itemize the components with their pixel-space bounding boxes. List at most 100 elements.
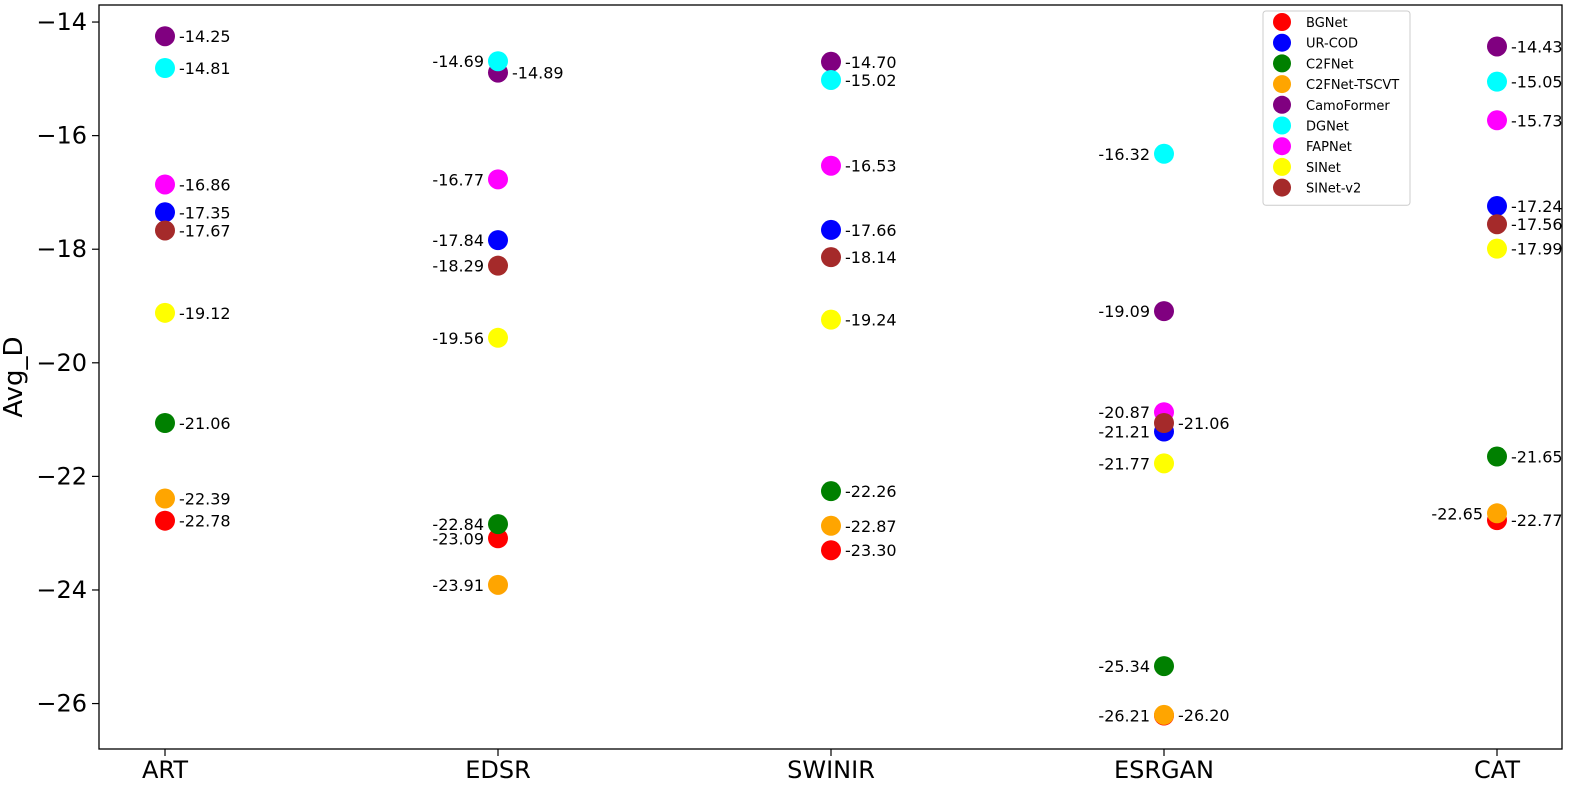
data-label: -14.25 <box>179 27 231 46</box>
x-tick-label: ESRGAN <box>1114 756 1214 784</box>
data-label: -16.86 <box>179 175 231 194</box>
y-tick-label: −18 <box>36 235 87 263</box>
legend: BGNet UR-COD C2FNet C2FNet-TSCVT CamoFormer D… <box>1262 10 1411 206</box>
data-label: -14.69 <box>432 52 484 71</box>
legend-marker <box>1273 137 1291 156</box>
data-point <box>821 481 841 502</box>
data-point <box>1154 413 1174 434</box>
data-label: -21.21 <box>1098 423 1150 442</box>
legend-marker <box>1273 54 1291 73</box>
data-label: -17.66 <box>845 221 897 240</box>
data-label: -21.77 <box>1098 454 1150 473</box>
data-point <box>821 515 841 536</box>
data-label: -17.24 <box>1511 197 1563 216</box>
legend-marker <box>1273 95 1291 114</box>
data-label: -14.43 <box>1511 37 1563 56</box>
data-point <box>1487 36 1507 57</box>
data-point <box>821 247 841 268</box>
legend-box <box>1262 10 1411 206</box>
data-point <box>488 528 508 549</box>
y-tick-label: −24 <box>36 576 87 604</box>
data-label: -21.65 <box>1511 448 1563 467</box>
data-label: -19.56 <box>432 329 484 348</box>
data-label: -23.91 <box>432 576 484 595</box>
data-label: -14.89 <box>512 64 564 83</box>
data-label: -17.56 <box>1511 215 1563 234</box>
data-point <box>821 155 841 176</box>
data-label: -16.77 <box>432 170 484 189</box>
data-point <box>155 413 175 434</box>
data-label: -18.29 <box>432 257 484 276</box>
data-point <box>821 51 841 72</box>
data-label: -21.06 <box>179 414 231 433</box>
x-tick-label: SWINIR <box>787 756 875 784</box>
y-axis-label: Avg_D <box>0 336 29 417</box>
data-label: -22.26 <box>845 482 897 501</box>
data-point <box>155 302 175 323</box>
data-label: -22.65 <box>1431 504 1483 523</box>
data-point <box>1487 110 1507 131</box>
data-point <box>488 255 508 276</box>
data-points <box>155 26 1507 726</box>
legend-marker <box>1273 116 1291 135</box>
legend-entry: DGNet <box>1306 120 1349 135</box>
data-point <box>155 202 175 223</box>
data-label: -15.05 <box>1511 73 1563 92</box>
legend-marker <box>1273 178 1291 197</box>
x-tick-label: EDSR <box>465 756 531 784</box>
data-label: -26.21 <box>1098 706 1150 725</box>
x-tick-label: CAT <box>1474 756 1520 784</box>
data-label: -17.99 <box>1511 240 1563 259</box>
data-label: -23.09 <box>432 529 484 548</box>
data-point <box>1487 503 1507 524</box>
data-point <box>155 58 175 79</box>
data-point <box>155 510 175 531</box>
legend-entry: SINet <box>1306 161 1341 176</box>
data-label: -22.84 <box>432 515 484 534</box>
data-label: -18.14 <box>845 248 897 267</box>
data-label: -19.24 <box>845 311 897 330</box>
data-label: -15.02 <box>845 71 897 90</box>
data-point <box>1154 704 1174 725</box>
data-point <box>1487 446 1507 467</box>
legend-entry: FAPNet <box>1306 140 1352 155</box>
legend-entry: CamoFormer <box>1306 99 1390 114</box>
data-point <box>1154 453 1174 474</box>
data-point <box>1487 214 1507 235</box>
legend-entry: SINet-v2 <box>1306 182 1361 197</box>
data-label: -15.73 <box>1511 111 1563 130</box>
data-point <box>821 69 841 90</box>
legend-entry: BGNet <box>1306 16 1348 31</box>
x-tick-label: ART <box>142 756 188 784</box>
y-tick-label: −20 <box>36 349 87 377</box>
data-point <box>488 514 508 535</box>
y-tick-label: −16 <box>36 122 87 150</box>
data-label: -22.87 <box>845 517 897 536</box>
data-point <box>488 51 508 72</box>
data-label: -17.35 <box>179 203 231 222</box>
data-point <box>155 488 175 509</box>
data-point <box>488 327 508 348</box>
data-point <box>821 309 841 330</box>
data-label: -17.84 <box>432 231 484 250</box>
data-label: -19.12 <box>179 304 231 323</box>
legend-marker <box>1273 33 1291 52</box>
data-label: -16.32 <box>1098 145 1150 164</box>
data-label: -16.53 <box>845 157 897 176</box>
y-tick-label: −14 <box>36 8 87 36</box>
data-label: -22.77 <box>1511 511 1563 530</box>
legend-marker <box>1273 157 1291 176</box>
data-label: -23.30 <box>845 541 897 560</box>
data-label: -14.81 <box>179 59 231 78</box>
legend-entry: C2FNet-TSCVT <box>1306 78 1399 93</box>
data-point <box>1487 71 1507 92</box>
data-label: -22.39 <box>179 490 231 509</box>
data-label: -17.67 <box>179 221 231 240</box>
data-point <box>1154 143 1174 164</box>
legend-marker <box>1273 75 1291 94</box>
data-point <box>155 26 175 47</box>
data-point <box>1154 656 1174 677</box>
data-labels: -22.78-23.09-23.30-26.21-22.77-17.35-17.… <box>179 27 1563 725</box>
data-label: -26.20 <box>1178 706 1230 725</box>
data-point <box>488 230 508 251</box>
